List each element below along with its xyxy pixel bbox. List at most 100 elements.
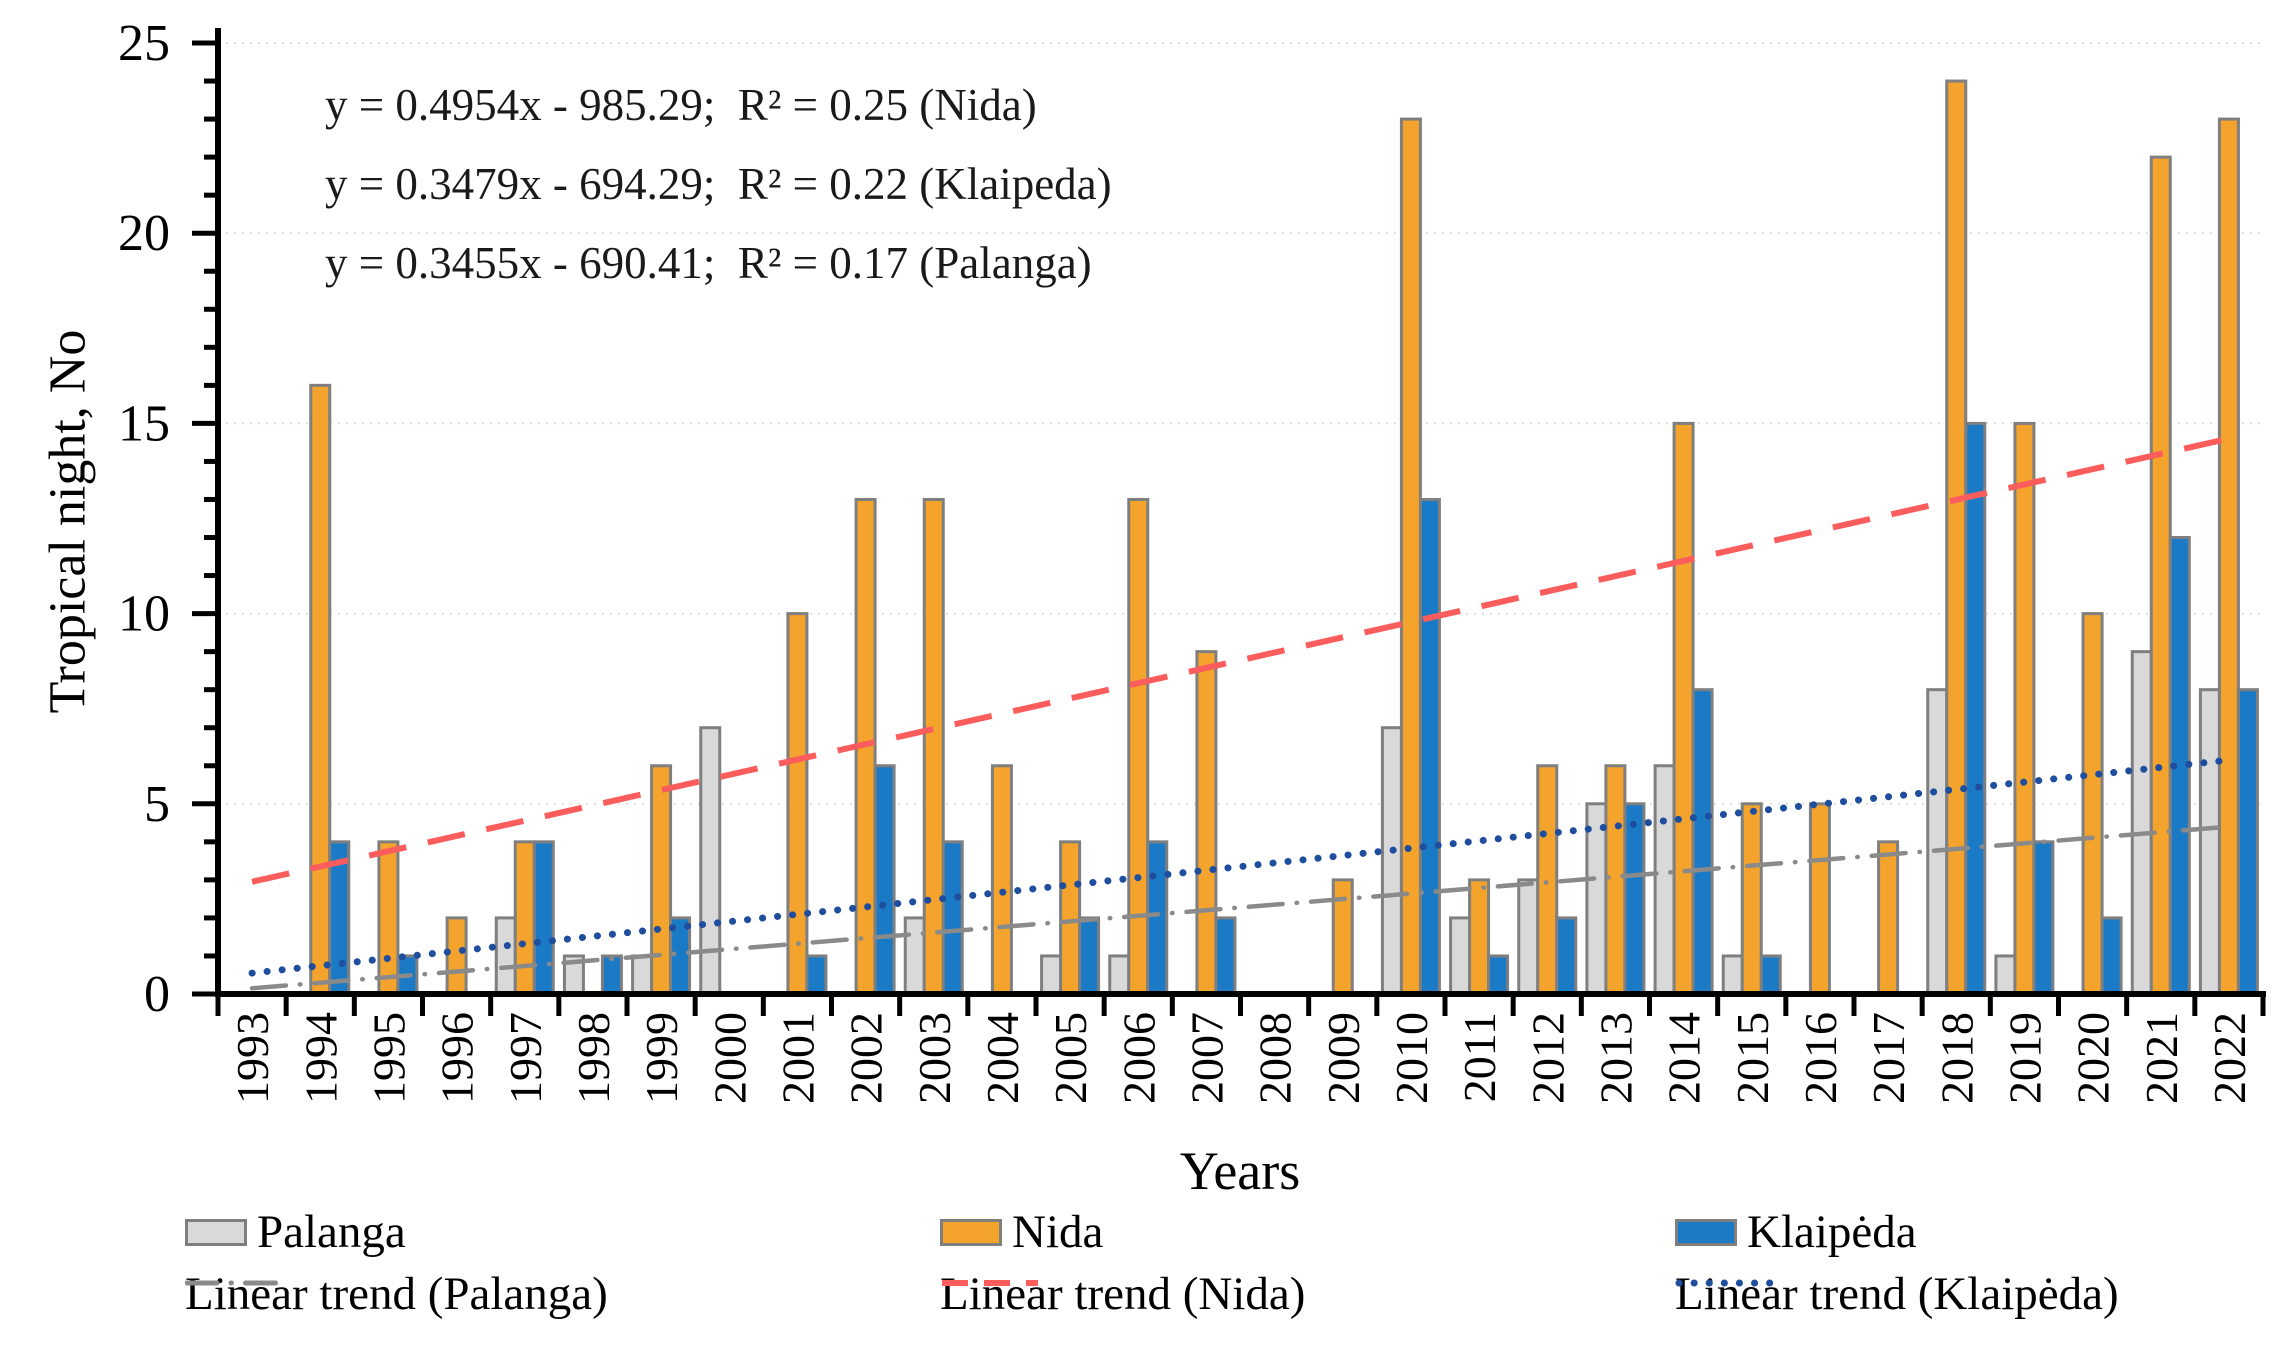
x-tick-label-2013: 2013 xyxy=(1590,1012,1641,1104)
bar-klaipėda-2013 xyxy=(1623,802,1646,996)
bar-palanga-2010 xyxy=(1380,726,1403,996)
legend-item-klaipeda: Klaipėda xyxy=(1675,1206,1917,1258)
nida-bar-swatch xyxy=(940,1218,1002,1246)
legend-label: Klaipėda xyxy=(1747,1206,1917,1258)
bar-palanga-2012 xyxy=(1517,878,1540,996)
x-tick-label-1998: 1998 xyxy=(568,1012,619,1104)
x-tick-label-2015: 2015 xyxy=(1727,1012,1778,1104)
bar-nida-2016 xyxy=(1808,802,1831,996)
x-axis-title: Years xyxy=(1179,1141,1301,1201)
x-tick-label-2002: 2002 xyxy=(841,1012,892,1104)
legend-item-nida: Nida xyxy=(940,1206,1103,1258)
bar-klaipėda-2010 xyxy=(1418,497,1441,996)
bar-palanga-2006 xyxy=(1108,954,1131,996)
x-tick-label-2004: 2004 xyxy=(977,1012,1028,1104)
bar-nida-2020 xyxy=(2081,612,2104,996)
x-tick-label-2003: 2003 xyxy=(909,1012,960,1104)
bar-palanga-2019 xyxy=(1994,954,2017,996)
klaipeda-trendline-swatch xyxy=(1675,1279,1775,1287)
x-tick-label-2017: 2017 xyxy=(1863,1012,1914,1104)
bar-palanga-2011 xyxy=(1449,916,1472,996)
klaipeda-bar-swatch xyxy=(1675,1218,1737,1246)
bar-klaipėda-2001 xyxy=(805,954,828,996)
bar-klaipėda-2015 xyxy=(1759,954,1782,996)
x-tick-label-2018: 2018 xyxy=(1931,1012,1982,1104)
bar-klaipėda-2003 xyxy=(941,840,964,996)
bar-klaipėda-2006 xyxy=(1146,840,1169,996)
bar-klaipėda-2007 xyxy=(1214,916,1237,996)
trend-equation-klaipeda: y = 0.3479x - 694.29; R² = 0.22 (Klaiped… xyxy=(325,159,1112,209)
bar-palanga-2014 xyxy=(1653,764,1676,996)
x-tick-label-1999: 1999 xyxy=(636,1012,687,1104)
bar-nida-2001 xyxy=(786,612,809,996)
x-tick-label-2005: 2005 xyxy=(1045,1012,1096,1104)
bar-nida-1997 xyxy=(513,840,536,996)
bar-palanga-2013 xyxy=(1585,802,1608,996)
trend-equation-palanga: y = 0.3455x - 690.41; R² = 0.17 (Palanga… xyxy=(325,238,1092,288)
bar-nida-2004 xyxy=(990,764,1013,996)
x-tick-label-1997: 1997 xyxy=(500,1012,551,1104)
x-tick-label-2020: 2020 xyxy=(2068,1012,2119,1104)
legend-label: Linear trend (Klaipėda) xyxy=(1675,1268,2119,1320)
bar-palanga-2022 xyxy=(2198,688,2221,996)
y-tick-label-15: 15 xyxy=(118,395,170,452)
legend-label: Nida xyxy=(1012,1206,1104,1258)
x-tick-label-2012: 2012 xyxy=(1522,1012,1573,1104)
palanga-bar-swatch xyxy=(185,1218,247,1246)
x-tick-label-2000: 2000 xyxy=(704,1012,755,1104)
x-tick-label-2014: 2014 xyxy=(1659,1012,1710,1104)
bar-nida-2017 xyxy=(1877,840,1900,996)
nida-trendline-swatch xyxy=(942,1280,1038,1286)
bar-nida-1996 xyxy=(445,916,468,996)
bar-klaipėda-2002 xyxy=(873,764,896,996)
x-tick-label-2011: 2011 xyxy=(1454,1012,1505,1102)
legend-item-palanga: Palanga xyxy=(185,1206,406,1258)
bar-nida-1994 xyxy=(309,383,332,996)
y-tick-label-25: 25 xyxy=(118,15,170,72)
bar-klaipėda-2022 xyxy=(2236,688,2259,996)
trendline-linear-trend-palanga- xyxy=(249,824,2232,991)
bar-nida-2010 xyxy=(1399,117,1422,996)
x-tick-label-2019: 2019 xyxy=(1999,1012,2050,1104)
bar-nida-2018 xyxy=(1945,79,1968,996)
x-tick-label-2007: 2007 xyxy=(1181,1012,1232,1104)
bar-klaipėda-2005 xyxy=(1078,916,1101,996)
legend-label: Linear trend (Palanga) xyxy=(185,1268,608,1320)
x-tick-label-2022: 2022 xyxy=(2204,1012,2255,1104)
bar-nida-2021 xyxy=(2149,155,2172,996)
bar-nida-2022 xyxy=(2217,117,2240,996)
bar-nida-2003 xyxy=(922,497,945,996)
bar-nida-2007 xyxy=(1195,650,1218,996)
legend-item-trend-klaipeda: Linear trend (Klaipėda) xyxy=(1675,1268,2119,1320)
x-tick-label-2010: 2010 xyxy=(1386,1012,1437,1104)
bar-klaipėda-1998 xyxy=(600,954,623,996)
trendline-linear-trend-klaip-da- xyxy=(248,756,2233,977)
bar-nida-2012 xyxy=(1536,764,1559,996)
bar-palanga-2005 xyxy=(1040,954,1063,996)
bar-palanga-2021 xyxy=(2130,650,2153,996)
bar-nida-2014 xyxy=(1672,421,1695,996)
x-tick-label-1995: 1995 xyxy=(363,1012,414,1104)
bar-nida-2015 xyxy=(1740,802,1763,996)
bar-klaipėda-2011 xyxy=(1487,954,1510,996)
trendline-linear-trend-nida- xyxy=(251,435,2230,885)
x-tick-label-2006: 2006 xyxy=(1113,1012,1164,1104)
y-tick-label-20: 20 xyxy=(118,205,170,262)
bar-palanga-2015 xyxy=(1721,954,1744,996)
trend-equations: y = 0.4954x - 985.29; R² = 0.25 (Nida) y… xyxy=(325,66,1112,303)
legend-label: Palanga xyxy=(257,1206,406,1258)
x-tick-label-2016: 2016 xyxy=(1795,1012,1846,1104)
bar-nida-2005 xyxy=(1059,840,1082,996)
y-axis-title: Tropical night, No xyxy=(39,329,97,714)
x-tick-label-2009: 2009 xyxy=(1318,1012,1369,1104)
bar-nida-1995 xyxy=(377,840,400,996)
bar-nida-2006 xyxy=(1127,497,1150,996)
legend-item-trend-palanga: Linear trend (Palanga) xyxy=(185,1268,608,1320)
palanga-trendline-swatch xyxy=(185,1280,285,1286)
x-tick-label-1994: 1994 xyxy=(295,1012,346,1104)
x-tick-label-2001: 2001 xyxy=(772,1012,823,1104)
bar-palanga-2000 xyxy=(699,726,722,996)
legend-label: Linear trend (Nida) xyxy=(940,1268,1306,1320)
